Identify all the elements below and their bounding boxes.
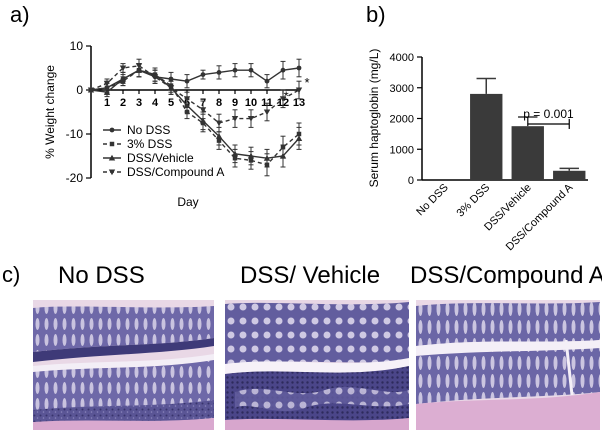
data-point: [215, 120, 223, 127]
x-axis-label: Day: [177, 195, 198, 209]
y-tick-label: 1000: [390, 144, 414, 156]
x-tick-label: 5: [168, 97, 174, 109]
data-point: [247, 152, 255, 159]
data-point: [183, 96, 191, 102]
histology-image-no-dss: [33, 300, 214, 430]
histology-title-dss-vehicle: DSS/ Vehicle: [240, 262, 381, 289]
histology-image-dss-vehicle: [225, 300, 409, 430]
data-point: [263, 155, 271, 161]
data-point: [199, 107, 207, 113]
x-tick-label: 13: [293, 97, 305, 109]
data-point: [199, 117, 207, 124]
y-tick-label: 3000: [390, 83, 414, 95]
panel-label-b: b): [366, 2, 386, 27]
y-tick-label: -10: [66, 127, 84, 141]
histology-image-dss-compound-a: [416, 300, 600, 430]
data-point: [264, 78, 270, 84]
series-line: [90, 69, 300, 159]
legend-marker: [109, 141, 115, 147]
y-tick-label: 4000: [390, 52, 414, 64]
legend-marker: [108, 154, 116, 161]
y-axis-label: % Weight change: [43, 65, 57, 159]
data-point: [184, 78, 190, 84]
data-point: [232, 67, 238, 73]
legend-label: DSS/Compound A: [127, 165, 224, 179]
x-tick-label: 10: [245, 97, 257, 109]
data-point: [151, 74, 159, 80]
x-tick-label: 4: [152, 97, 159, 109]
legend-marker: [108, 169, 116, 176]
data-point: [135, 63, 143, 69]
significance-star: *: [284, 88, 289, 103]
data-point: [215, 133, 223, 139]
legend-marker: [109, 127, 115, 133]
significance-star: *: [304, 75, 309, 90]
data-point: [119, 75, 127, 82]
x-tick-label: 2: [120, 97, 126, 109]
panel-label-c: c): [2, 262, 21, 287]
series-line: [90, 69, 300, 166]
x-tick-label: 8: [216, 97, 222, 109]
data-point: [103, 89, 111, 95]
legend-label: DSS/Vehicle: [127, 151, 194, 165]
x-tick-label: 1: [104, 97, 110, 109]
x-tick-label: 9: [232, 97, 238, 109]
category-label: 3% DSS: [454, 182, 492, 220]
data-point: [296, 65, 302, 71]
data-point: [167, 85, 175, 91]
data-point: [103, 80, 111, 87]
data-point: [295, 135, 303, 141]
histology-title-no-dss: No DSS: [58, 262, 145, 289]
legend-label: 3% DSS: [127, 137, 172, 151]
x-tick-label: 3: [136, 97, 142, 109]
histology-title-dss-compound-a: DSS/Compound A: [410, 262, 602, 289]
series-dss-vehicle: DSS/Vehicle: [87, 63, 303, 168]
data-point: [263, 109, 271, 116]
data-point: [231, 116, 239, 122]
y-tick-label: 0: [408, 175, 414, 187]
data-point: [247, 116, 255, 122]
category-label: No DSS: [414, 182, 451, 219]
panel-label-a: a): [10, 2, 30, 27]
data-point: [279, 152, 287, 159]
data-point: [87, 87, 95, 94]
y-axis-label: Serum haptoglobin (mg/L): [367, 49, 381, 188]
bar: [470, 93, 503, 180]
data-point: [279, 96, 287, 102]
data-point: [231, 150, 239, 157]
y-tick-label: 10: [70, 39, 84, 53]
bar: [511, 126, 544, 180]
y-tick-label: 2000: [390, 114, 414, 126]
p-value-label: p = 0.001: [523, 107, 574, 121]
data-point: [216, 70, 222, 75]
data-point: [248, 67, 254, 73]
series-dss-compound-a: DSS/Compound A: [87, 58, 303, 179]
data-point: [295, 87, 303, 94]
bar: [553, 170, 586, 180]
data-point: [200, 72, 206, 77]
legend-label: No DSS: [127, 123, 170, 137]
data-point: [280, 67, 286, 73]
y-tick-label: 0: [76, 83, 83, 97]
y-tick-label: -20: [66, 171, 84, 185]
data-point: [119, 65, 127, 72]
series-line: [90, 65, 300, 124]
